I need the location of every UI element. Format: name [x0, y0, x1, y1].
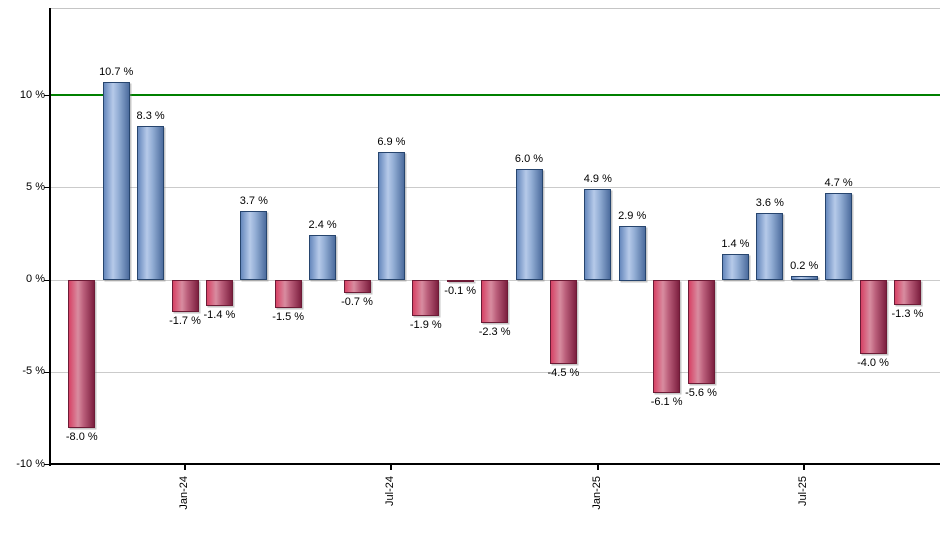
bar-May-25 [721, 253, 749, 281]
gridline--5pct [50, 371, 940, 373]
bar-value-label: 4.9 % [583, 173, 612, 186]
bar-Jul-25 [790, 275, 818, 281]
x-tick-label-text: Jan-24 [178, 476, 190, 510]
x-tick-label-text: Jul-25 [797, 476, 810, 506]
bar-value-label: -0.1 % [444, 285, 477, 298]
bar-Jan-24 [171, 279, 199, 312]
bar-value-label: -0.7 % [341, 296, 373, 309]
bar-value-label: -5.6 % [685, 386, 717, 399]
x-tick-Jul-24 [390, 464, 393, 470]
bar-value-label: -6.1 % [650, 396, 683, 408]
x-tick-Jan-24 [184, 464, 186, 470]
bar-Feb-25 [618, 226, 646, 281]
bar-Apr-25 [687, 279, 715, 384]
bar-value-label: -2.3 % [478, 325, 511, 338]
bar-Jun-25 [756, 213, 784, 281]
bar-value-label: 2.9 % [618, 210, 647, 222]
bar-Dec-24 [549, 279, 577, 364]
bar-Oct-24 [481, 279, 509, 323]
bar-value-label: -1.5 % [272, 311, 305, 324]
bar-Mar-24 [240, 211, 268, 281]
reference-line-10pct [50, 94, 940, 96]
y-tick-label: 10 % [19, 88, 45, 101]
y-axis-line [49, 8, 51, 466]
y-tick-label: -5 % [22, 365, 45, 378]
y-tick-label: -10 % [16, 457, 45, 470]
bar-May-24 [309, 235, 337, 281]
bar-Feb-24 [205, 279, 233, 307]
bar-value-label: 3.6 % [755, 197, 784, 210]
y-tick-label: 5 % [26, 180, 45, 193]
bar-value-label: -1.3 % [891, 307, 924, 320]
bar-value-label: 6.9 % [377, 136, 406, 149]
y-tick-0 [44, 280, 50, 281]
x-tick-Jul-25 [803, 464, 806, 470]
bar-value-label: -1.4 % [203, 309, 236, 322]
gridline-5pct [50, 187, 940, 189]
bar-value-label: -1.7 % [169, 314, 201, 327]
bar-Aug-25 [825, 192, 853, 281]
bar-value-label: 8.3 % [136, 110, 165, 123]
y-tick-10 [44, 95, 50, 96]
y-tick-label: 0 % [26, 273, 45, 285]
bar-Jan-25 [584, 189, 612, 281]
bar-Jul-24 [377, 152, 405, 281]
x-tick-label-Jan-24: Jan-24 [178, 472, 212, 510]
bar-value-label: 3.7 % [239, 195, 268, 208]
y-tick-5 [44, 187, 50, 188]
bar-Dec-23 [137, 126, 165, 281]
bar-value-label: 4.7 % [824, 176, 853, 189]
bar-Sep-24 [446, 279, 474, 283]
bar-value-label: -1.9 % [409, 318, 442, 331]
bar-Mar-25 [653, 279, 681, 393]
bar-Oct-23 [68, 279, 96, 429]
bar-value-label: 6.0 % [514, 152, 544, 165]
bar-value-label: -8.0 % [65, 431, 98, 444]
bar-Sep-25 [859, 279, 887, 355]
bar-Nov-24 [515, 168, 543, 281]
bar-Aug-24 [412, 279, 440, 316]
bar-value-label: 10.7 % [99, 66, 134, 79]
bar-value-label: 1.4 % [721, 237, 750, 250]
plot-area: -8.0 % 10.7 % 8.3 % -1.7 % -1.4 % 3.7 % -1.5 %… [50, 8, 940, 464]
bar-value-label: 2.4 % [308, 219, 337, 232]
bar-value-label: -4.0 % [857, 357, 889, 370]
x-tick-label-text: Jul-24 [384, 476, 397, 506]
bar-Oct-25 [893, 279, 921, 305]
plot-top-border [50, 8, 940, 9]
x-tick-Jan-25 [596, 464, 599, 470]
bar-value-label: 0.2 % [790, 259, 819, 272]
bar-Jun-24 [343, 279, 371, 294]
bar-value-label: -4.5 % [547, 366, 580, 379]
x-axis-line [49, 463, 940, 465]
bar-Apr-24 [274, 279, 302, 309]
y-tick--5 [44, 372, 50, 373]
x-tick-label-Jan-25: Jan-25 [591, 472, 625, 510]
bar-Nov-23 [102, 82, 130, 281]
x-tick-label-text: Jan-25 [590, 476, 603, 510]
x-tick-label-Jul-24: Jul-24 [384, 472, 414, 506]
y-tick--10 [44, 464, 50, 465]
x-tick-label-Jul-25: Jul-25 [797, 472, 827, 506]
